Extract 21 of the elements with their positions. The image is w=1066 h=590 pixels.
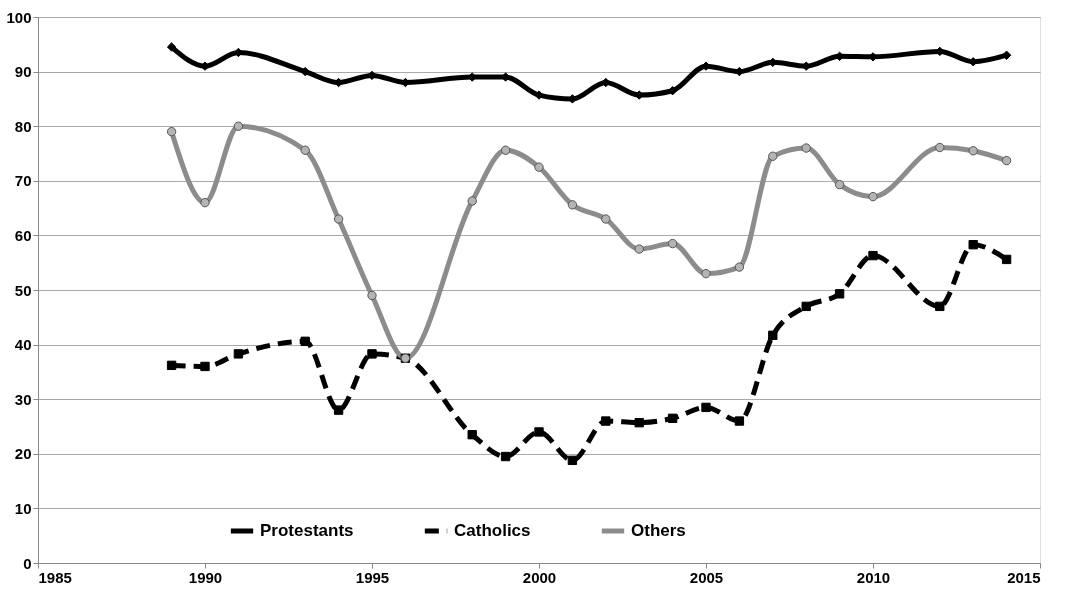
x-tick-label: 1990 — [188, 568, 223, 586]
y-tick-label: 70 — [14, 172, 32, 190]
x-tick-label: 2010 — [856, 568, 891, 586]
x-tick-label: 1985 — [38, 568, 72, 586]
y-tick-label: 50 — [14, 281, 32, 299]
y-tick-label: 10 — [14, 499, 32, 517]
x-tick-label: 2015 — [1007, 568, 1041, 586]
legend-label: Others — [631, 521, 686, 540]
y-tick-label: 80 — [14, 117, 32, 135]
y-tick-label: 100 — [6, 8, 32, 26]
y-tick-label: 20 — [14, 445, 32, 463]
y-tick-label: 90 — [14, 63, 32, 81]
y-tick-label: 30 — [14, 390, 32, 408]
y-tick-label: 0 — [23, 554, 32, 572]
legend-label: Catholics — [454, 521, 531, 540]
legend-label: Protestants — [260, 521, 354, 540]
y-tick-label: 60 — [14, 226, 32, 244]
y-tick-label: 40 — [14, 336, 32, 354]
x-tick-label: 1995 — [355, 568, 390, 586]
x-tick-label: 2000 — [522, 568, 557, 586]
x-tick-label: 2005 — [689, 568, 724, 586]
